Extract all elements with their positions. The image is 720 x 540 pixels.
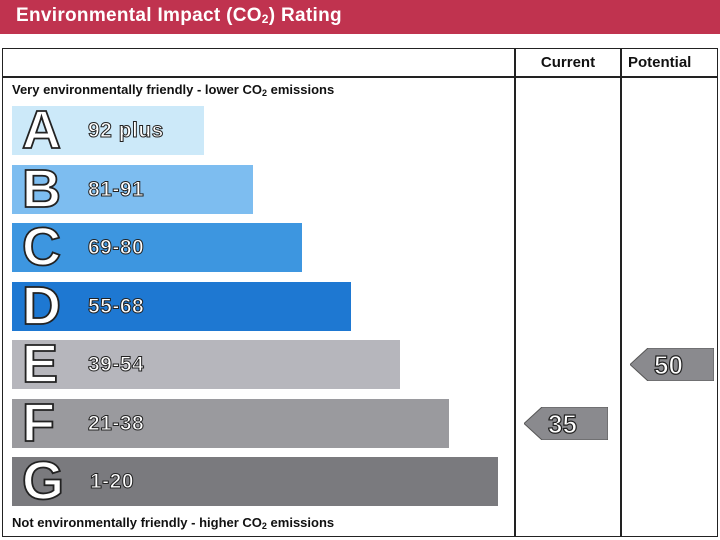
header-title: Environmental Impact (CO2) Rating [16,5,342,26]
potential-rating-value: 50 [653,349,683,380]
column-header-current: Current [540,54,596,71]
current-arrow-shape [524,406,608,440]
band-range: 69-80 [87,236,145,260]
band-letter: F [21,392,56,454]
top-note: Very environmentally friendly - lower CO… [12,82,335,98]
band-letter: G [21,450,65,512]
column-header-potential: Potential [628,54,692,71]
band-b: B 81-91 [12,158,253,219]
band-range: 39-54 [87,353,145,377]
band-c: C 69-80 [12,216,302,278]
band-range: 81-91 [87,177,145,201]
band-e: E 39-54 [12,333,400,395]
band-d: D 55-68 [12,275,351,336]
header-row-divider [2,76,718,78]
band-range: 21-38 [87,411,145,435]
bottom-note: Not environmentally friendly - higher CO… [12,515,335,531]
band-letter: C [21,216,62,278]
band-g: G 1-20 [12,450,498,512]
column-divider-potential [620,48,622,537]
band-a: A 92 plus [12,99,204,161]
band-letter: B [21,158,62,220]
header-bar: Environmental Impact (CO2) Rating [0,0,720,34]
band-letter: E [21,333,59,395]
column-divider-current [514,48,516,537]
current-rating-value: 35 [547,408,577,439]
band-letter: D [21,275,62,337]
band-range: 55-68 [87,294,145,318]
potential-arrow-shape [630,348,714,381]
band-f: F 21-38 [12,392,449,453]
rating-table [2,48,718,537]
band-range: 92 plus [88,119,164,143]
band-range: 1-20 [89,470,135,494]
band-letter: A [21,99,62,161]
